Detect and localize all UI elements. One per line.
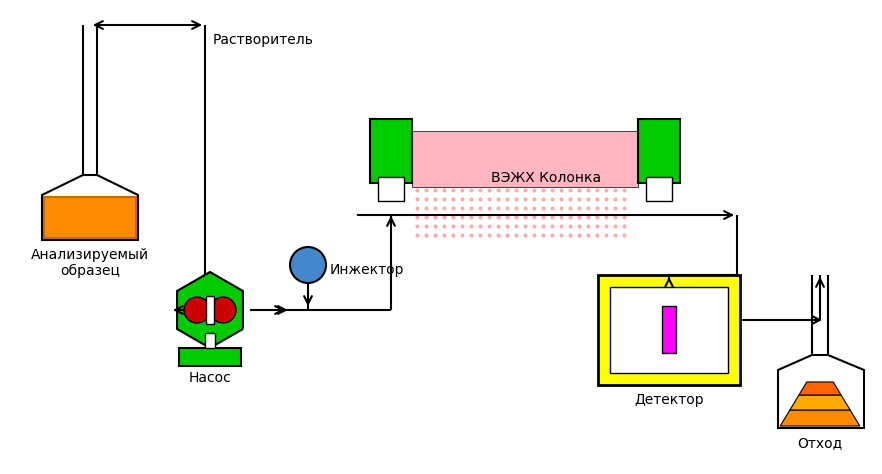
Polygon shape <box>177 272 243 348</box>
Bar <box>205 333 215 348</box>
Circle shape <box>210 297 236 323</box>
Bar <box>638 119 680 183</box>
Bar <box>412 131 638 187</box>
Text: ВЭЖХ Колонка: ВЭЖХ Колонка <box>491 171 601 185</box>
Polygon shape <box>44 197 136 238</box>
Polygon shape <box>790 395 850 410</box>
Text: Анализируемый
образец: Анализируемый образец <box>31 248 149 278</box>
Bar <box>378 177 404 201</box>
Bar <box>662 306 676 353</box>
Bar <box>206 296 214 324</box>
Bar <box>598 275 740 385</box>
Circle shape <box>184 297 210 323</box>
Text: Отход: Отход <box>797 436 842 450</box>
Text: Насос: Насос <box>189 371 231 385</box>
Polygon shape <box>781 410 860 426</box>
Bar <box>610 287 728 373</box>
Text: Растворитель: Растворитель <box>213 33 314 47</box>
Bar <box>646 177 672 201</box>
Polygon shape <box>799 382 841 395</box>
Bar <box>179 348 241 366</box>
Text: Детектор: Детектор <box>634 393 704 407</box>
Circle shape <box>290 247 326 283</box>
Text: Инжектор: Инжектор <box>330 263 405 277</box>
Bar <box>370 119 412 183</box>
